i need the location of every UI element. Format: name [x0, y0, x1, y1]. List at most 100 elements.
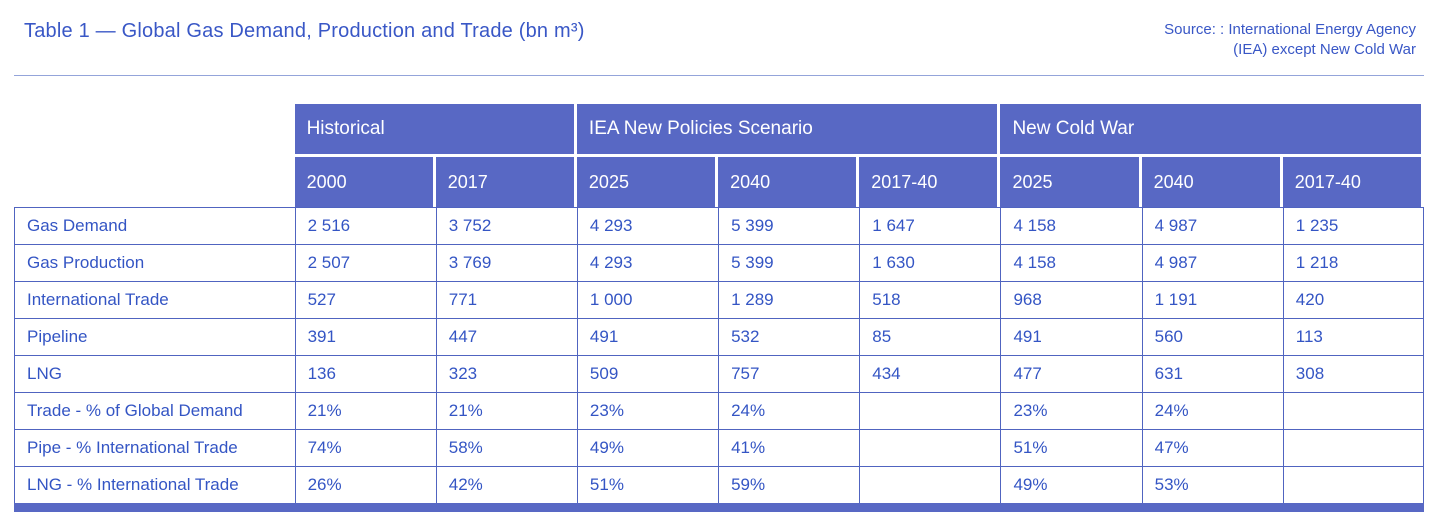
cell: 434: [859, 356, 1001, 393]
gas-demand-table: Historical IEA New Policies Scenario New…: [14, 104, 1424, 503]
cell: 560: [1141, 319, 1283, 356]
cell: 1 289: [718, 282, 860, 319]
table-row-gas-production: Gas Production 2 507 3 769 4 293 5 399 1…: [14, 245, 1424, 282]
cell: 1 630: [859, 245, 1001, 282]
cell: 2 507: [294, 245, 436, 282]
cell: 4 158: [1000, 245, 1142, 282]
row-label: Pipeline: [14, 319, 295, 356]
table-body: Gas Demand 2 516 3 752 4 293 5 399 1 647…: [14, 207, 1424, 503]
cell: 771: [435, 282, 577, 319]
cell: 1 191: [1141, 282, 1283, 319]
cell: 24%: [718, 393, 860, 430]
cell: 420: [1282, 282, 1424, 319]
cell: 4 293: [576, 245, 719, 282]
source-line-1: Source: : International Energy Agency: [1164, 21, 1416, 38]
cell: 4 158: [1000, 207, 1142, 245]
col-header-iea-2017-40: 2017-40: [859, 157, 1001, 207]
cell: 5 399: [718, 245, 860, 282]
source-note: Source: : International Energy Agency (I…: [1164, 20, 1416, 59]
cell: 1 235: [1282, 207, 1424, 245]
row-label: Trade - % of Global Demand: [14, 393, 295, 430]
cell: 58%: [435, 430, 577, 467]
cell: 53%: [1141, 467, 1283, 503]
col-header-iea-2040: 2040: [718, 157, 860, 207]
cell: 49%: [576, 430, 719, 467]
cell: 491: [1000, 319, 1142, 356]
cell: 42%: [435, 467, 577, 503]
cell: 113: [1282, 319, 1424, 356]
cell: 23%: [1000, 393, 1142, 430]
cell: 323: [435, 356, 577, 393]
cell: [859, 393, 1001, 430]
cell: 308: [1282, 356, 1424, 393]
cell: 47%: [1141, 430, 1283, 467]
cell: 4 987: [1141, 245, 1283, 282]
cell: 59%: [718, 467, 859, 503]
cell: [859, 430, 1001, 467]
cell: 532: [718, 319, 860, 356]
cell: 3 769: [435, 245, 577, 282]
cell: 518: [859, 282, 1001, 319]
cell: 5 399: [718, 207, 860, 245]
cell: 509: [576, 356, 719, 393]
table-row-gas-demand: Gas Demand 2 516 3 752 4 293 5 399 1 647…: [14, 207, 1424, 245]
cell: 968: [1000, 282, 1142, 319]
row-label: LNG - % International Trade: [14, 467, 295, 503]
cell: 41%: [718, 430, 860, 467]
cell: 2 516: [294, 207, 436, 245]
table-bottom-bar: [14, 503, 1424, 512]
cell: 23%: [576, 393, 719, 430]
table-row-lng: LNG 136 323 509 757 434 477 631 308: [14, 356, 1424, 393]
cell: [1282, 430, 1424, 467]
col-group-new-cold-war: New Cold War: [1000, 104, 1424, 157]
row-label: International Trade: [14, 282, 295, 319]
col-header-hist-2000: 2000: [294, 157, 436, 207]
col-header-ncw-2040: 2040: [1141, 157, 1283, 207]
cell: [1282, 393, 1424, 430]
corner-cell: [14, 104, 295, 157]
col-group-historical: Historical: [294, 104, 577, 157]
cell: 757: [718, 356, 860, 393]
group-header-row: Historical IEA New Policies Scenario New…: [14, 104, 1424, 157]
row-label: Gas Demand: [14, 207, 295, 245]
cell: [859, 467, 1000, 503]
cell: 1 218: [1282, 245, 1424, 282]
cell: 51%: [1000, 430, 1142, 467]
table-row-trade-pct-global-demand: Trade - % of Global Demand 21% 21% 23% 2…: [14, 393, 1424, 430]
col-header-hist-2017: 2017: [435, 157, 577, 207]
cell: 4 987: [1141, 207, 1283, 245]
header-divider: [14, 75, 1424, 76]
cell: 4 293: [576, 207, 719, 245]
row-label: Pipe - % International Trade: [14, 430, 295, 467]
corner-cell: [14, 157, 295, 207]
cell: 1 000: [576, 282, 719, 319]
table-row-pipeline: Pipeline 391 447 491 532 85 491 560 113: [14, 319, 1424, 356]
cell: [1282, 467, 1424, 503]
table-row-lng-pct-international-trade: LNG - % International Trade 26% 42% 51% …: [14, 467, 1424, 503]
table-head: Historical IEA New Policies Scenario New…: [14, 104, 1424, 207]
cell: 85: [859, 319, 1001, 356]
cell: 49%: [1000, 467, 1141, 503]
source-line-2: (IEA) except New Cold War: [1233, 40, 1416, 58]
cell: 51%: [576, 467, 718, 503]
table-row-pipe-pct-international-trade: Pipe - % International Trade 74% 58% 49%…: [14, 430, 1424, 467]
table-title: Table 1 — Global Gas Demand, Production …: [24, 20, 585, 42]
col-header-ncw-2025: 2025: [1000, 157, 1142, 207]
col-header-iea-2025: 2025: [576, 157, 719, 207]
col-group-iea-new-policies: IEA New Policies Scenario: [576, 104, 1001, 157]
cell: 447: [435, 319, 577, 356]
year-header-row: 2000 2017 2025 2040 2017-40 2025 2040 20…: [14, 157, 1424, 207]
cell: 24%: [1141, 393, 1283, 430]
cell: 391: [294, 319, 436, 356]
cell: 26%: [294, 467, 436, 503]
cell: 3 752: [435, 207, 577, 245]
cell: 631: [1141, 356, 1283, 393]
table-row-international-trade: International Trade 527 771 1 000 1 289 …: [14, 282, 1424, 319]
row-label: Gas Production: [14, 245, 295, 282]
cell: 21%: [435, 393, 577, 430]
cell: 74%: [294, 430, 436, 467]
cell: 1 647: [859, 207, 1001, 245]
cell: 527: [294, 282, 436, 319]
page-header: Table 1 — Global Gas Demand, Production …: [14, 16, 1424, 59]
